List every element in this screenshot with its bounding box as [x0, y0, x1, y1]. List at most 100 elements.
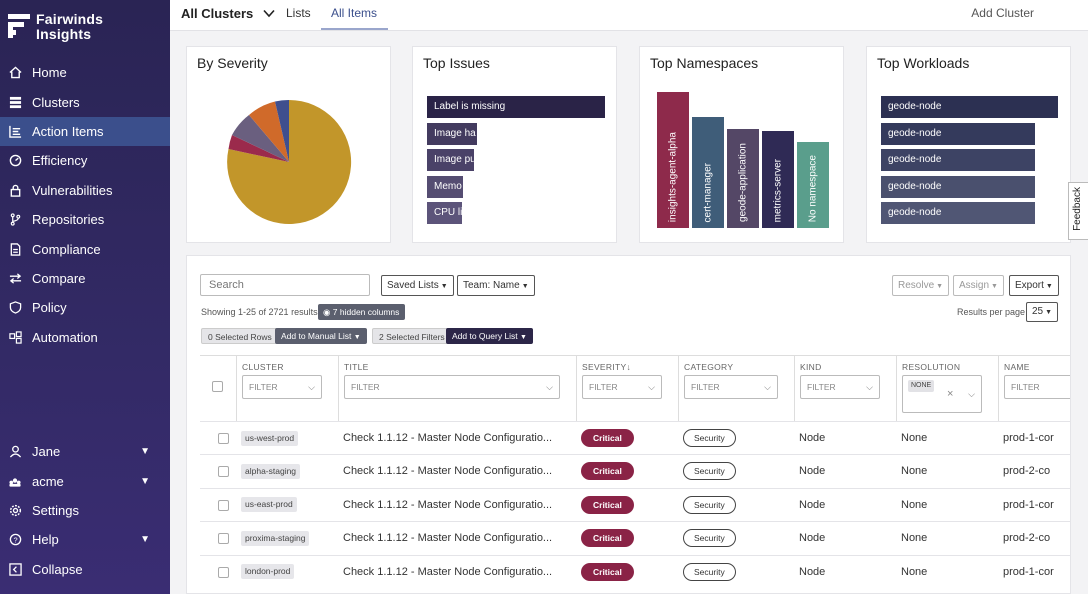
row-kind: Node [799, 498, 826, 511]
column-header-cluster[interactable]: CLUSTER [242, 362, 284, 372]
cluster-filter[interactable]: FILTER ⌵ [242, 375, 322, 399]
sidebar-item-label: Collapse [32, 561, 83, 577]
table-row[interactable]: alpha-staging Check 1.1.12 - Master Node… [200, 454, 1070, 487]
namespace-bar-label: insights-agent-alpha [667, 131, 679, 222]
row-title[interactable]: Check 1.1.12 - Master Node Configuratio.… [343, 465, 553, 478]
cluster-tag[interactable]: alpha-staging [241, 463, 301, 479]
issue-bar[interactable]: Memo [427, 175, 463, 198]
top-issues-card-title: Top Issues [423, 55, 490, 71]
cluster-selector[interactable]: All Clusters [181, 6, 275, 21]
resolve-dropdown[interactable]: Resolve ▼ [892, 275, 950, 296]
filter-placeholder: FILTER [807, 382, 836, 392]
table-row[interactable]: proxima-staging Check 1.1.12 - Master No… [200, 521, 1070, 554]
category-filter[interactable]: FILTER ⌵ [684, 375, 778, 399]
column-header-name[interactable]: NAME [1004, 362, 1030, 372]
category-badge: Security [683, 495, 736, 514]
sidebar-item-label: Home [32, 65, 67, 81]
workload-bar[interactable]: geode-node [881, 175, 1035, 198]
saved-lists-dropdown[interactable]: Saved Lists ▼ [381, 275, 454, 296]
workload-bar[interactable]: geode-node [881, 122, 1035, 145]
sidebar-item-org[interactable]: acme ▼ [0, 466, 170, 495]
row-title[interactable]: Check 1.1.12 - Master Node Configuratio.… [343, 432, 553, 444]
cluster-tag[interactable]: us-west-prod [241, 430, 299, 446]
sidebar-item-policy[interactable]: Policy [0, 293, 170, 322]
team-dropdown[interactable]: Team: Name ▼ [457, 275, 535, 296]
sidebar-item-efficiency[interactable]: Efficiency [0, 146, 170, 175]
sidebar-item-home[interactable]: Home [0, 58, 170, 87]
tab-lists[interactable]: Lists [286, 6, 311, 20]
severity-badge: Critical [581, 562, 634, 581]
caret-down-icon: ▼ [936, 283, 944, 290]
row-checkbox[interactable] [218, 533, 229, 545]
add-to-manual-list-button[interactable]: Add to Manual List ▼ [275, 328, 367, 344]
sidebar-item-compare[interactable]: Compare [0, 264, 170, 293]
issue-bar[interactable]: CPU li [427, 202, 462, 224]
column-header-category[interactable]: CATEGORY [684, 362, 734, 372]
resolution-filter[interactable]: NONE × ⌵ [902, 375, 982, 413]
select-all-checkbox[interactable] [212, 381, 223, 392]
namespace-bar[interactable]: insights-agent-alpha [657, 92, 689, 228]
tab-all-items[interactable]: All Items [321, 6, 389, 30]
issue-bar[interactable]: Label is missing [427, 96, 605, 118]
column-header-kind[interactable]: KIND [800, 362, 822, 372]
namespace-bar[interactable]: No namespace [797, 142, 829, 228]
issue-bar[interactable]: Image pu [427, 149, 474, 171]
row-checkbox[interactable] [218, 499, 229, 511]
sidebar-item-settings[interactable]: Settings [0, 496, 170, 525]
namespace-bar[interactable]: cert-manager [692, 117, 724, 228]
title-filter[interactable]: FILTER ⌵ [344, 375, 560, 399]
sidebar-item-label: Compare [32, 270, 86, 286]
table-row[interactable]: london-prod Check 1.1.12 - Master Node C… [200, 554, 1070, 588]
resolution-chip[interactable]: NONE [908, 380, 935, 392]
cluster-tag[interactable]: proxima-staging [241, 530, 310, 546]
add-cluster-link[interactable]: Add Cluster [971, 6, 1034, 20]
column-header-title[interactable]: TITLE [344, 362, 369, 372]
namespace-bar[interactable]: geode-application [727, 129, 759, 228]
issue-bar[interactable]: Image ha [427, 122, 477, 145]
row-checkbox[interactable] [218, 566, 229, 578]
search-input[interactable]: Search [200, 274, 370, 296]
sidebar-item-repositories[interactable]: Repositories [0, 205, 170, 234]
sidebar-item-collapse[interactable]: Collapse [0, 555, 170, 584]
row-resolution: None [901, 465, 928, 478]
row-title[interactable]: Check 1.1.12 - Master Node Configuratio.… [343, 565, 553, 578]
table-row[interactable]: us-east-prod Check 1.1.12 - Master Node … [200, 487, 1070, 521]
eye-icon: ◉ [323, 307, 333, 317]
fairwinds-logo[interactable]: Fairwinds Insights [8, 12, 103, 42]
severity-filter[interactable]: FILTER ⌵ [582, 375, 662, 399]
sidebar-item-label: acme [32, 473, 64, 489]
sidebar-item-action-items[interactable]: Action Items [0, 116, 170, 147]
column-header-resolution[interactable]: RESOLUTION [902, 362, 961, 372]
filter-placeholder: FILTER [691, 382, 720, 392]
assign-dropdown[interactable]: Assign ▼ [953, 275, 1004, 296]
add-to-query-list-button[interactable]: Add to Query List ▼ [446, 328, 533, 344]
namespace-bar[interactable]: metrics-server [762, 131, 794, 228]
export-dropdown[interactable]: Export ▼ [1009, 275, 1059, 296]
column-header-severity[interactable]: SEVERITY↓ [582, 362, 631, 372]
per-page-select[interactable]: 25 ▼ [1026, 302, 1059, 322]
row-title[interactable]: Check 1.1.12 - Master Node Configuratio.… [343, 532, 553, 545]
row-title[interactable]: Check 1.1.12 - Master Node Configuratio.… [343, 498, 553, 511]
hidden-columns-button[interactable]: ◉ 7 hidden columns [318, 304, 406, 320]
cluster-tag[interactable]: us-east-prod [241, 497, 297, 513]
workload-bar[interactable]: geode-node [881, 202, 1035, 224]
cluster-tag[interactable]: london-prod [241, 564, 295, 580]
sidebar-item-user[interactable]: Jane ▼ [0, 437, 170, 466]
sidebar-item-clusters[interactable]: Clusters [0, 87, 170, 116]
feedback-tab[interactable]: Feedback [1068, 182, 1088, 240]
results-per-page-label: Results per page [957, 307, 1026, 317]
name-filter[interactable]: FILTER [1004, 375, 1070, 399]
clear-icon[interactable]: × [947, 388, 954, 400]
sidebar-item-vulnerabilities[interactable]: Vulnerabilities [0, 176, 170, 205]
row-checkbox[interactable] [218, 466, 229, 478]
row-checkbox[interactable] [218, 433, 229, 444]
sidebar-item-help[interactable]: ? Help ▼ [0, 525, 170, 554]
severity-card: By Severity [186, 46, 391, 243]
feedback-label: Feedback [1072, 187, 1083, 231]
sidebar-item-automation[interactable]: Automation [0, 323, 170, 352]
workload-bar[interactable]: geode-node [881, 149, 1035, 171]
sidebar-item-compliance[interactable]: Compliance [0, 234, 170, 263]
kind-filter[interactable]: FILTER ⌵ [800, 375, 880, 399]
workload-bar[interactable]: geode-node [881, 96, 1058, 118]
table-row[interactable]: us-west-prod Check 1.1.12 - Master Node … [200, 421, 1070, 454]
